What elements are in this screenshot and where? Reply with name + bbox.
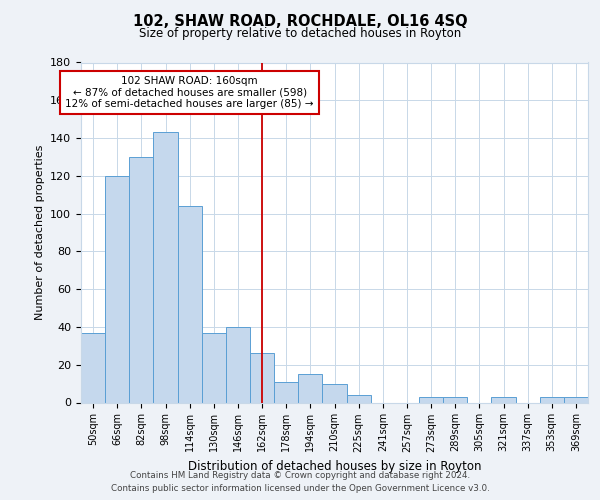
Bar (250, 354, 274, 403)
Bar (540, 397, 564, 402)
Bar (105, 176, 129, 402)
Text: 102 SHAW ROAD: 160sqm
← 87% of detached houses are smaller (598)
12% of semi-det: 102 SHAW ROAD: 160sqm ← 87% of detached … (65, 76, 314, 109)
Bar (419, 397, 443, 402)
Bar (154, 132, 178, 402)
Text: Contains public sector information licensed under the Open Government Licence v3: Contains public sector information licen… (110, 484, 490, 493)
Bar (443, 397, 467, 402)
Bar (298, 374, 322, 402)
Bar (322, 384, 347, 402)
Bar (129, 157, 154, 402)
Text: 102, SHAW ROAD, ROCHDALE, OL16 4SQ: 102, SHAW ROAD, ROCHDALE, OL16 4SQ (133, 14, 467, 29)
Text: Contains HM Land Registry data © Crown copyright and database right 2024.: Contains HM Land Registry data © Crown c… (130, 471, 470, 480)
Bar (81, 332, 105, 402)
Bar (202, 332, 226, 402)
Bar (274, 382, 298, 402)
Y-axis label: Number of detached properties: Number of detached properties (35, 145, 44, 320)
Bar (226, 327, 250, 402)
Bar (564, 397, 588, 402)
Bar (347, 395, 371, 402)
Text: Size of property relative to detached houses in Royton: Size of property relative to detached ho… (139, 28, 461, 40)
Bar (178, 206, 202, 402)
Bar (491, 397, 515, 402)
X-axis label: Distribution of detached houses by size in Royton: Distribution of detached houses by size … (188, 460, 481, 473)
